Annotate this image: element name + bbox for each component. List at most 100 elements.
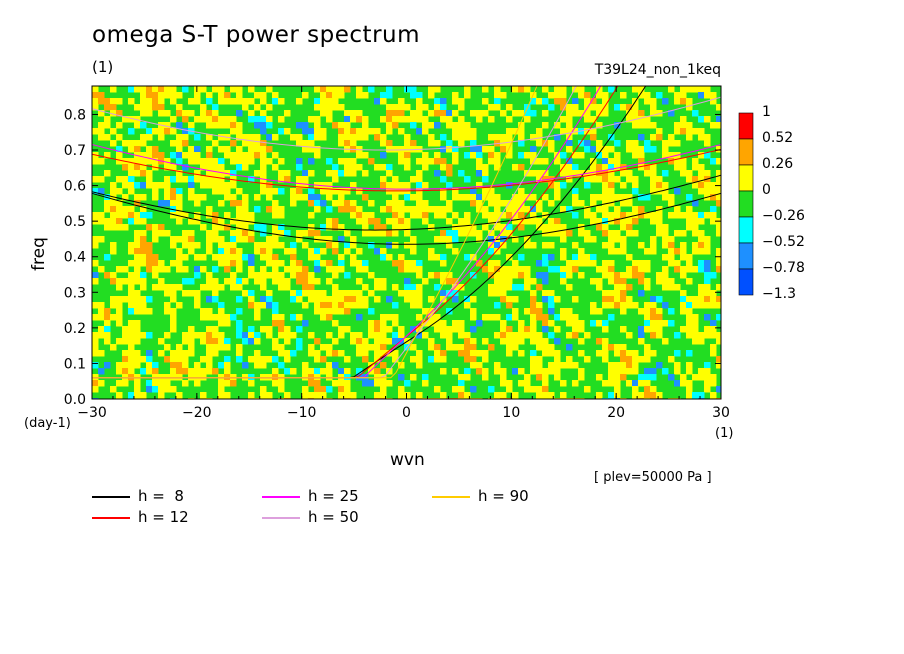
heatmap-cell: [410, 284, 417, 291]
heatmap-cell: [578, 350, 585, 357]
heatmap-cell: [368, 200, 375, 207]
heatmap-cell: [128, 188, 135, 195]
heatmap-cell: [128, 182, 135, 189]
heatmap-cell: [476, 110, 483, 117]
heatmap-cell: [488, 314, 495, 321]
heatmap-cell: [140, 254, 147, 261]
heatmap-cell: [236, 224, 243, 231]
heatmap-cell: [140, 98, 147, 105]
heatmap-cell: [422, 218, 429, 225]
heatmap-cell: [218, 188, 225, 195]
heatmap-cell: [716, 230, 721, 237]
heatmap-cell: [164, 164, 171, 171]
heatmap-cell: [374, 332, 381, 339]
heatmap-cell: [320, 356, 327, 363]
heatmap-cell: [218, 392, 225, 399]
heatmap-cell: [188, 326, 195, 333]
heatmap-cell: [158, 200, 165, 207]
heatmap-cell: [380, 134, 387, 141]
heatmap-cell: [386, 110, 393, 117]
heatmap-cell: [116, 206, 123, 213]
heatmap-cell: [104, 308, 111, 315]
heatmap-cell: [602, 266, 609, 273]
heatmap-cell: [578, 230, 585, 237]
heatmap-cell: [272, 278, 279, 285]
heatmap-cell: [710, 350, 717, 357]
heatmap-cell: [218, 218, 225, 225]
heatmap-cell: [608, 188, 615, 195]
heatmap-cell: [464, 194, 471, 201]
heatmap-cell: [266, 182, 273, 189]
heatmap-cell: [638, 338, 645, 345]
heatmap-cell: [614, 368, 621, 375]
heatmap-cell: [620, 344, 627, 351]
heatmap-cell: [104, 338, 111, 345]
heatmap-cell: [206, 122, 213, 129]
heatmap-cell: [188, 278, 195, 285]
heatmap-cell: [278, 128, 285, 135]
heatmap-cell: [92, 386, 99, 393]
heatmap-cell: [206, 332, 213, 339]
heatmap-cell: [656, 278, 663, 285]
heatmap-cell: [170, 194, 177, 201]
heatmap-cell: [266, 332, 273, 339]
heatmap-cell: [416, 188, 423, 195]
heatmap-cell: [572, 326, 579, 333]
heatmap-cell: [530, 98, 537, 105]
heatmap-cell: [266, 116, 273, 123]
heatmap-cell: [698, 164, 705, 171]
heatmap-cell: [530, 206, 537, 213]
heatmap-cell: [512, 164, 519, 171]
heatmap-cell: [470, 386, 477, 393]
heatmap-cell: [386, 122, 393, 129]
heatmap-cell: [452, 296, 459, 303]
heatmap-cell: [356, 344, 363, 351]
heatmap-cell: [530, 152, 537, 159]
heatmap-cell: [326, 218, 333, 225]
heatmap-cell: [542, 122, 549, 129]
heatmap-cell: [656, 92, 663, 99]
heatmap-cell: [572, 380, 579, 387]
heatmap-cell: [674, 128, 681, 135]
heatmap-cell: [650, 368, 657, 375]
heatmap-cell: [404, 380, 411, 387]
heatmap-cell: [260, 182, 267, 189]
heatmap-cell: [116, 212, 123, 219]
heatmap-cell: [584, 146, 591, 153]
heatmap-cell: [146, 170, 153, 177]
heatmap-cell: [212, 290, 219, 297]
heatmap-cell: [638, 374, 645, 381]
heatmap-cell: [494, 368, 501, 375]
heatmap-cell: [200, 176, 207, 183]
heatmap-cell: [710, 206, 717, 213]
heatmap-cell: [236, 236, 243, 243]
heatmap-cell: [650, 302, 657, 309]
heatmap-cell: [608, 314, 615, 321]
heatmap-cell: [200, 254, 207, 261]
heatmap-cell: [338, 386, 345, 393]
heatmap-cell: [560, 392, 567, 399]
heatmap-cell: [218, 224, 225, 231]
heatmap-cell: [446, 326, 453, 333]
heatmap-cell: [440, 110, 447, 117]
heatmap-cell: [704, 284, 711, 291]
heatmap-cell: [542, 110, 549, 117]
heatmap-cell: [110, 200, 117, 207]
heatmap-cell: [518, 338, 525, 345]
heatmap-cell: [440, 188, 447, 195]
heatmap-cell: [656, 134, 663, 141]
heatmap-cell: [626, 224, 633, 231]
heatmap-cell: [470, 110, 477, 117]
heatmap-cell: [506, 272, 513, 279]
heatmap-cell: [212, 344, 219, 351]
heatmap-cell: [506, 314, 513, 321]
heatmap-cell: [584, 332, 591, 339]
heatmap-cell: [506, 284, 513, 291]
heatmap-cell: [530, 170, 537, 177]
heatmap-cell: [392, 104, 399, 111]
heatmap-cell: [686, 380, 693, 387]
heatmap-cell: [266, 254, 273, 261]
heatmap-cell: [458, 134, 465, 141]
heatmap-cell: [200, 158, 207, 165]
heatmap-cell: [206, 284, 213, 291]
